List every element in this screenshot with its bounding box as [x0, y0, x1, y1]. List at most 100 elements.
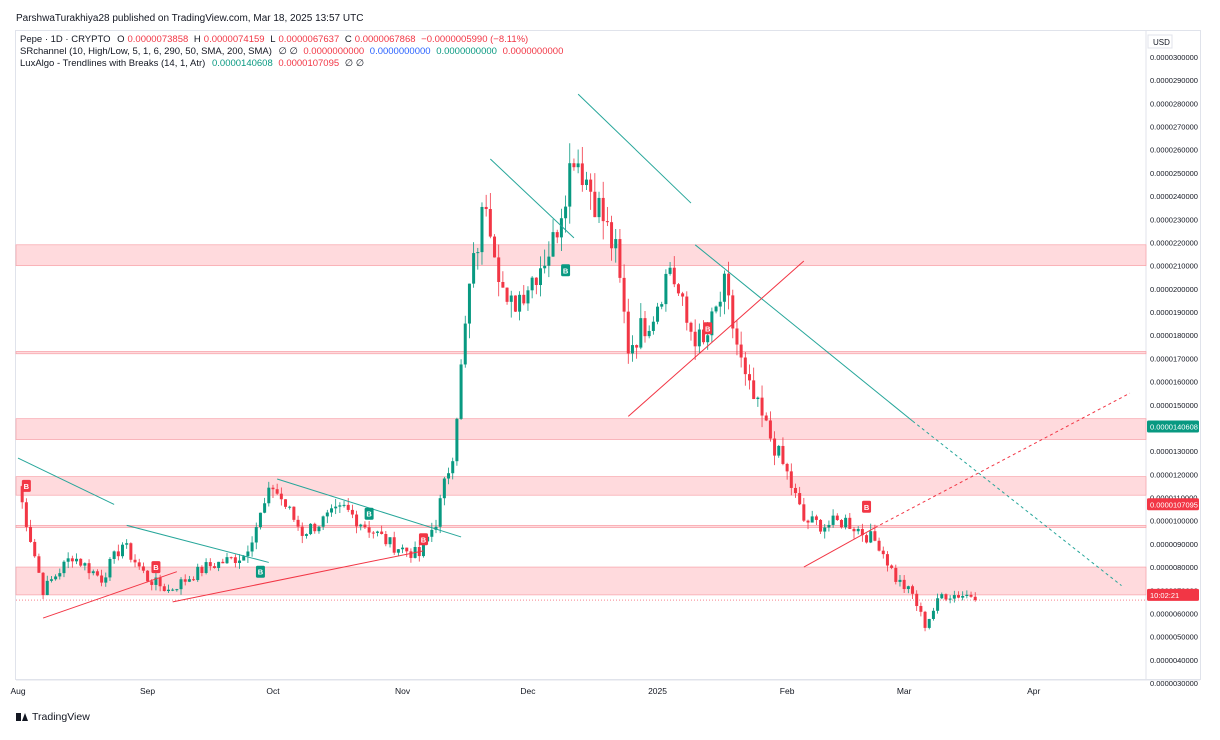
candle-body [497, 257, 501, 282]
candle-body [819, 519, 823, 532]
legend-srchannel-row[interactable]: SRchannel (10, High/Low, 5, 1, 6, 290, 5… [20, 46, 566, 58]
candle-body [355, 514, 359, 527]
legend-symbol[interactable]: Pepe · 1D · CRYPTO [20, 34, 111, 45]
legend-ohlc-row[interactable]: Pepe · 1D · CRYPTO O 0.0000073858 H 0.0000… [20, 34, 566, 46]
candle-body [91, 571, 95, 574]
candle-body [58, 573, 62, 577]
indicator-trendlines-name[interactable]: LuxAlgo - Trendlines with Breaks (14, 1,… [20, 58, 206, 69]
candle-body [952, 595, 956, 599]
indicator-trendlines-symbols: ∅ ∅ [344, 58, 364, 69]
candle-body [639, 318, 643, 348]
price-axis-label: 0.0000140608 [1150, 423, 1198, 432]
candle-body [530, 277, 534, 291]
sr-zone [15, 566, 1147, 596]
candle-body [212, 566, 216, 568]
candle-body [919, 606, 923, 612]
candle-body [597, 197, 601, 218]
x-tick-label: Nov [395, 686, 411, 696]
candle-body [518, 294, 522, 312]
candle-body [100, 575, 104, 583]
candle-body [204, 562, 208, 573]
candle-body [668, 267, 672, 274]
candles-group [20, 143, 977, 632]
candle-body [467, 283, 471, 324]
downtrend-line [577, 93, 692, 204]
candle-body [225, 557, 229, 564]
sr-zone [15, 418, 1147, 440]
candle-body [543, 265, 547, 269]
candle-body [246, 551, 250, 557]
legend-o-value: 0.0000073858 [127, 34, 189, 45]
candle-body [24, 502, 28, 527]
candle-body [793, 487, 797, 494]
uptrend-line [874, 392, 1131, 529]
candle-body [70, 558, 74, 562]
y-tick-label: 0.0000170000 [1150, 354, 1198, 363]
candle-body [965, 594, 969, 596]
candle-body [37, 556, 41, 573]
indicator-srchannel-value-4: 0.0000000000 [502, 46, 564, 57]
candle-body [656, 306, 660, 322]
break-marker-label: B [258, 568, 264, 577]
candle-body [208, 562, 212, 567]
candle-body [321, 516, 325, 527]
candle-body [630, 345, 634, 354]
candle-body [898, 579, 902, 582]
y-tick-label: 0.0000260000 [1150, 146, 1198, 155]
break-marker [151, 561, 161, 574]
candle-body [421, 541, 425, 557]
candle-body [827, 524, 831, 528]
legend-trendlines-row[interactable]: LuxAlgo - Trendlines with Breaks (14, 1,… [20, 58, 566, 70]
tradingview-brand[interactable]: TradingView [16, 711, 90, 723]
legend-c-value: 0.0000067868 [354, 34, 416, 45]
candle-body [860, 528, 864, 536]
candle-body [300, 526, 304, 536]
indicator-trendlines-value-1: 0.0000140608 [211, 58, 273, 69]
candle-body [292, 506, 296, 520]
candle-body [480, 206, 484, 253]
candle-body [614, 239, 618, 249]
candle-body [727, 273, 731, 296]
y-tick-label: 0.0000220000 [1150, 238, 1198, 247]
candle-body [572, 163, 576, 168]
candle-body [200, 566, 204, 573]
candle-body [869, 531, 873, 543]
candle-body [906, 586, 910, 590]
indicator-srchannel-name[interactable]: SRchannel (10, High/Low, 5, 1, 6, 290, 5… [20, 46, 272, 57]
candle-body [33, 541, 37, 557]
candle-body [748, 374, 751, 381]
candle-body [940, 594, 944, 599]
candle-body [697, 329, 701, 347]
y-tick-label: 0.0000280000 [1150, 99, 1198, 108]
break-marker-label: B [563, 266, 569, 275]
candle-body [133, 559, 137, 563]
candle-body [87, 563, 91, 574]
candle-body [330, 508, 333, 513]
candle-body [83, 563, 87, 566]
candle-body [689, 322, 693, 332]
candle-body [764, 415, 768, 421]
candle-body [250, 542, 254, 552]
candle-body [388, 537, 392, 545]
candle-body [944, 594, 948, 600]
y-tick-label: 0.0000110000 [1150, 494, 1197, 503]
candle-body [806, 520, 810, 523]
downtrend-line [912, 420, 1122, 587]
legend-c-label: C [344, 34, 352, 45]
candle-body [739, 344, 743, 358]
currency-box [1147, 34, 1173, 49]
candle-body [342, 504, 346, 506]
candle-body [923, 611, 927, 628]
candle-body [476, 252, 480, 254]
candle-body [714, 306, 718, 312]
candle-body [79, 558, 83, 566]
candle-body [154, 577, 158, 585]
candle-body [442, 478, 446, 499]
candle-body [664, 273, 668, 305]
candle-body [789, 471, 793, 488]
y-tick-label: 0.0000240000 [1150, 192, 1198, 201]
candle-body [647, 330, 651, 337]
candle-body [434, 526, 438, 530]
price-axis-label-bg [1147, 498, 1199, 511]
